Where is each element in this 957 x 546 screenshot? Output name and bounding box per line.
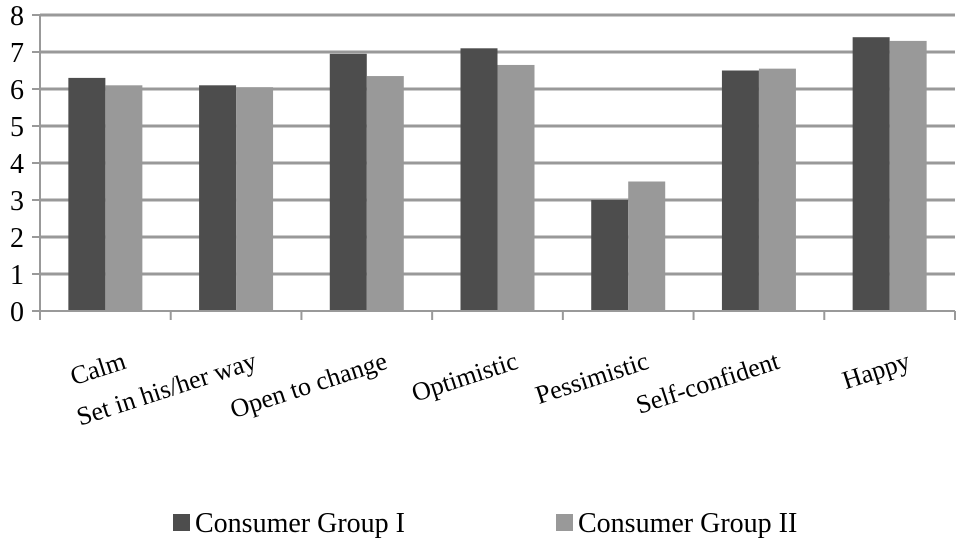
legend-swatch	[556, 514, 573, 531]
bar-1-3	[460, 48, 498, 312]
bar-1-1	[199, 85, 237, 311]
axes	[32, 14, 956, 320]
y-tick-label: 5	[10, 112, 24, 143]
y-tick-label: 3	[10, 186, 24, 217]
y-tick-label: 4	[10, 149, 24, 180]
bar-2-3	[497, 64, 535, 311]
bar-1-0	[68, 77, 106, 312]
bar-2-4	[628, 181, 666, 311]
bars	[68, 37, 927, 312]
x-tick-label: Calm	[67, 346, 130, 391]
legend-label: Consumer Group I	[195, 508, 405, 539]
bar-1-5	[721, 70, 759, 311]
bar-2-6	[889, 40, 927, 312]
x-tick-label: Happy	[839, 346, 914, 395]
y-tick-label: 7	[10, 38, 24, 69]
bar-1-2	[329, 53, 367, 311]
x-tick-label: Self-confident	[632, 346, 783, 420]
bar-2-2	[366, 76, 404, 311]
legend-label: Consumer Group II	[578, 508, 797, 539]
y-tick-label: 2	[10, 223, 24, 254]
bar-1-4	[591, 200, 629, 311]
y-tick-label: 6	[10, 75, 24, 106]
bar-2-1	[236, 87, 274, 312]
bar-1-6	[852, 37, 890, 311]
y-tick-label: 1	[10, 260, 24, 291]
y-tick-labels: 0 1 2 3 4 5 6 7 8	[10, 1, 24, 328]
legend: Consumer Group I Consumer Group II	[173, 508, 797, 539]
bar-2-0	[105, 85, 143, 311]
bar-2-5	[758, 68, 796, 312]
legend-swatch	[173, 514, 190, 531]
y-tick-label: 8	[10, 1, 24, 32]
y-tick-label: 0	[10, 297, 24, 328]
x-tick-label: Optimistic	[408, 346, 521, 408]
